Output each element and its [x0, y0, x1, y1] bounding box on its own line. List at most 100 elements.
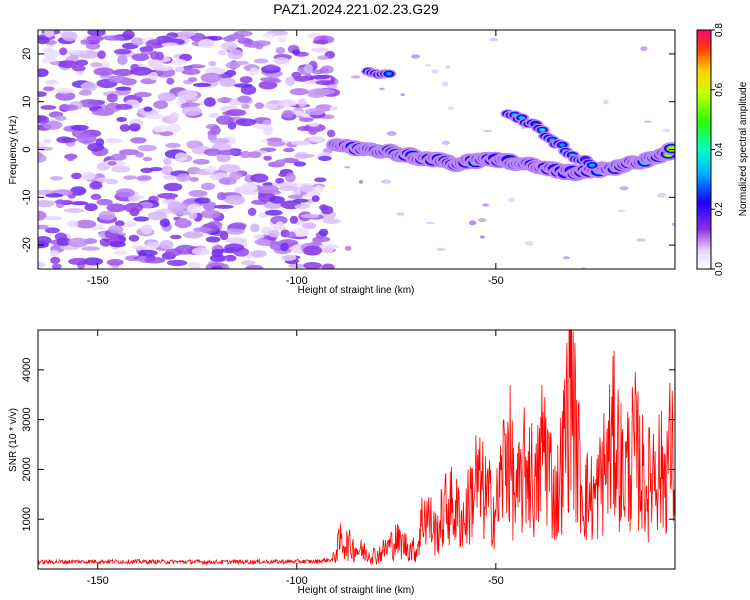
heatmap-cell — [210, 125, 221, 135]
heatmap-cell — [213, 204, 234, 209]
heatmap-cell — [71, 65, 86, 72]
heatmap-cell — [441, 81, 449, 87]
heatmap-cell — [157, 92, 176, 102]
heatmap-cell — [318, 244, 335, 253]
heatmap-cell — [436, 248, 446, 251]
colorbar-label: Normalized spectral amplitude — [738, 81, 749, 216]
heatmap-cell — [229, 171, 243, 180]
heatmap-cell — [322, 218, 341, 224]
heatmap-cell — [130, 137, 147, 144]
heatmap-cell — [177, 89, 198, 100]
heatmap-cell — [131, 37, 145, 46]
y-tick-label: 1000 — [21, 507, 33, 531]
figure-title: PAZ1.2024.221.02.23.G29 — [273, 1, 439, 17]
heatmap-cell — [75, 219, 97, 229]
heatmap-cell — [54, 199, 74, 204]
heatmap-cell — [163, 182, 183, 192]
heatmap-cell — [192, 158, 210, 165]
heatmap-cell — [176, 173, 192, 182]
heatmap-cell — [44, 227, 60, 234]
heatmap-cell — [219, 77, 236, 87]
snr-frame — [37, 329, 676, 570]
heatmap-cell — [202, 201, 217, 211]
heatmap-cell — [216, 192, 227, 201]
heatmap-cell — [68, 257, 89, 266]
heatmap-cell — [38, 236, 52, 245]
heatmap-cell — [89, 181, 103, 190]
heatmap-cell — [159, 131, 174, 137]
colorbar-gradient — [696, 29, 712, 270]
heatmap-cell — [216, 115, 234, 125]
heatmap-cell — [147, 59, 164, 68]
heatmap-cell — [87, 142, 105, 152]
heatmap-cell — [275, 221, 285, 230]
heatmap-cell — [149, 51, 160, 60]
heatmap-cell — [54, 115, 67, 121]
heatmap-cell — [263, 155, 272, 161]
heatmap-cell — [106, 93, 118, 103]
snr-x-ticks: -150 -100 -50 — [87, 330, 504, 587]
heatmap-cell — [79, 99, 100, 108]
spectrogram-y-ticks: -20 -10 0 10 20 — [21, 48, 675, 253]
heatmap-cell — [299, 185, 315, 192]
heatmap-cell — [183, 231, 204, 239]
heatmap-cell — [252, 124, 273, 129]
heatmap-cell — [115, 188, 135, 198]
heatmap-cell — [216, 153, 231, 163]
heatmap-cell — [200, 72, 222, 83]
heatmap-cell — [478, 218, 487, 223]
heatmap-cell — [59, 104, 79, 111]
y-tick-label: 10 — [21, 96, 33, 108]
heatmap-cell — [426, 221, 435, 225]
heatmap-cell — [55, 91, 76, 101]
heatmap-cell — [321, 263, 335, 269]
heatmap-cell — [308, 127, 318, 135]
heatmap-cell — [562, 256, 570, 260]
y-tick-label: 3000 — [21, 407, 33, 431]
snr-panel: -150 -100 -50 1000 2000 3000 4000 Height of s… — [8, 329, 676, 596]
x-tick-label: -100 — [286, 575, 308, 587]
heatmap-cell — [285, 172, 296, 183]
heatmap-cell — [200, 209, 221, 219]
heatmap-cell — [108, 75, 129, 84]
heatmap-cell — [85, 42, 100, 50]
heatmap-cell — [161, 42, 179, 47]
heatmap-cell — [290, 140, 311, 146]
heatmap-cell — [448, 106, 454, 110]
heatmap-cell — [227, 34, 245, 40]
heatmap-cell — [277, 36, 287, 43]
heatmap-cell — [619, 186, 629, 191]
heatmap-cell — [223, 254, 237, 262]
heatmap-cell — [292, 198, 309, 203]
heatmap-cell — [211, 265, 223, 269]
heatmap-cell — [137, 175, 152, 181]
heatmap-cell — [240, 150, 251, 159]
heatmap-cell — [312, 237, 323, 245]
heatmap-cell — [128, 196, 140, 202]
heatmap-cell — [299, 117, 314, 123]
heatmap-cell — [222, 111, 240, 116]
heatmap-cell — [169, 112, 179, 122]
heatmap-cell — [187, 203, 202, 214]
snr-series-line — [38, 330, 675, 566]
heatmap-cell — [107, 161, 117, 166]
heatmap-cell — [84, 203, 98, 212]
heatmap-cell — [114, 220, 125, 227]
heatmap-cell — [308, 121, 320, 127]
heatmap-cell — [57, 60, 78, 68]
snr-y-label: SNR (10 * v/v) — [8, 408, 19, 472]
heatmap-cell — [192, 82, 212, 88]
heatmap-cell — [282, 109, 294, 119]
heatmap-cell — [110, 153, 127, 161]
colorbar-tick-label: 0.6 — [714, 82, 725, 96]
heatmap-cell — [119, 149, 140, 156]
heatmap-cell — [280, 242, 289, 252]
colorbar-tick-label: 0.0 — [714, 262, 725, 276]
heatmap-cell — [318, 155, 332, 161]
heatmap-cell — [71, 172, 82, 180]
heatmap-cell — [208, 60, 217, 67]
heatmap-cell — [115, 86, 132, 91]
heatmap-cell — [278, 100, 297, 107]
heatmap-cell — [253, 234, 265, 239]
heatmap-cell — [208, 35, 223, 41]
